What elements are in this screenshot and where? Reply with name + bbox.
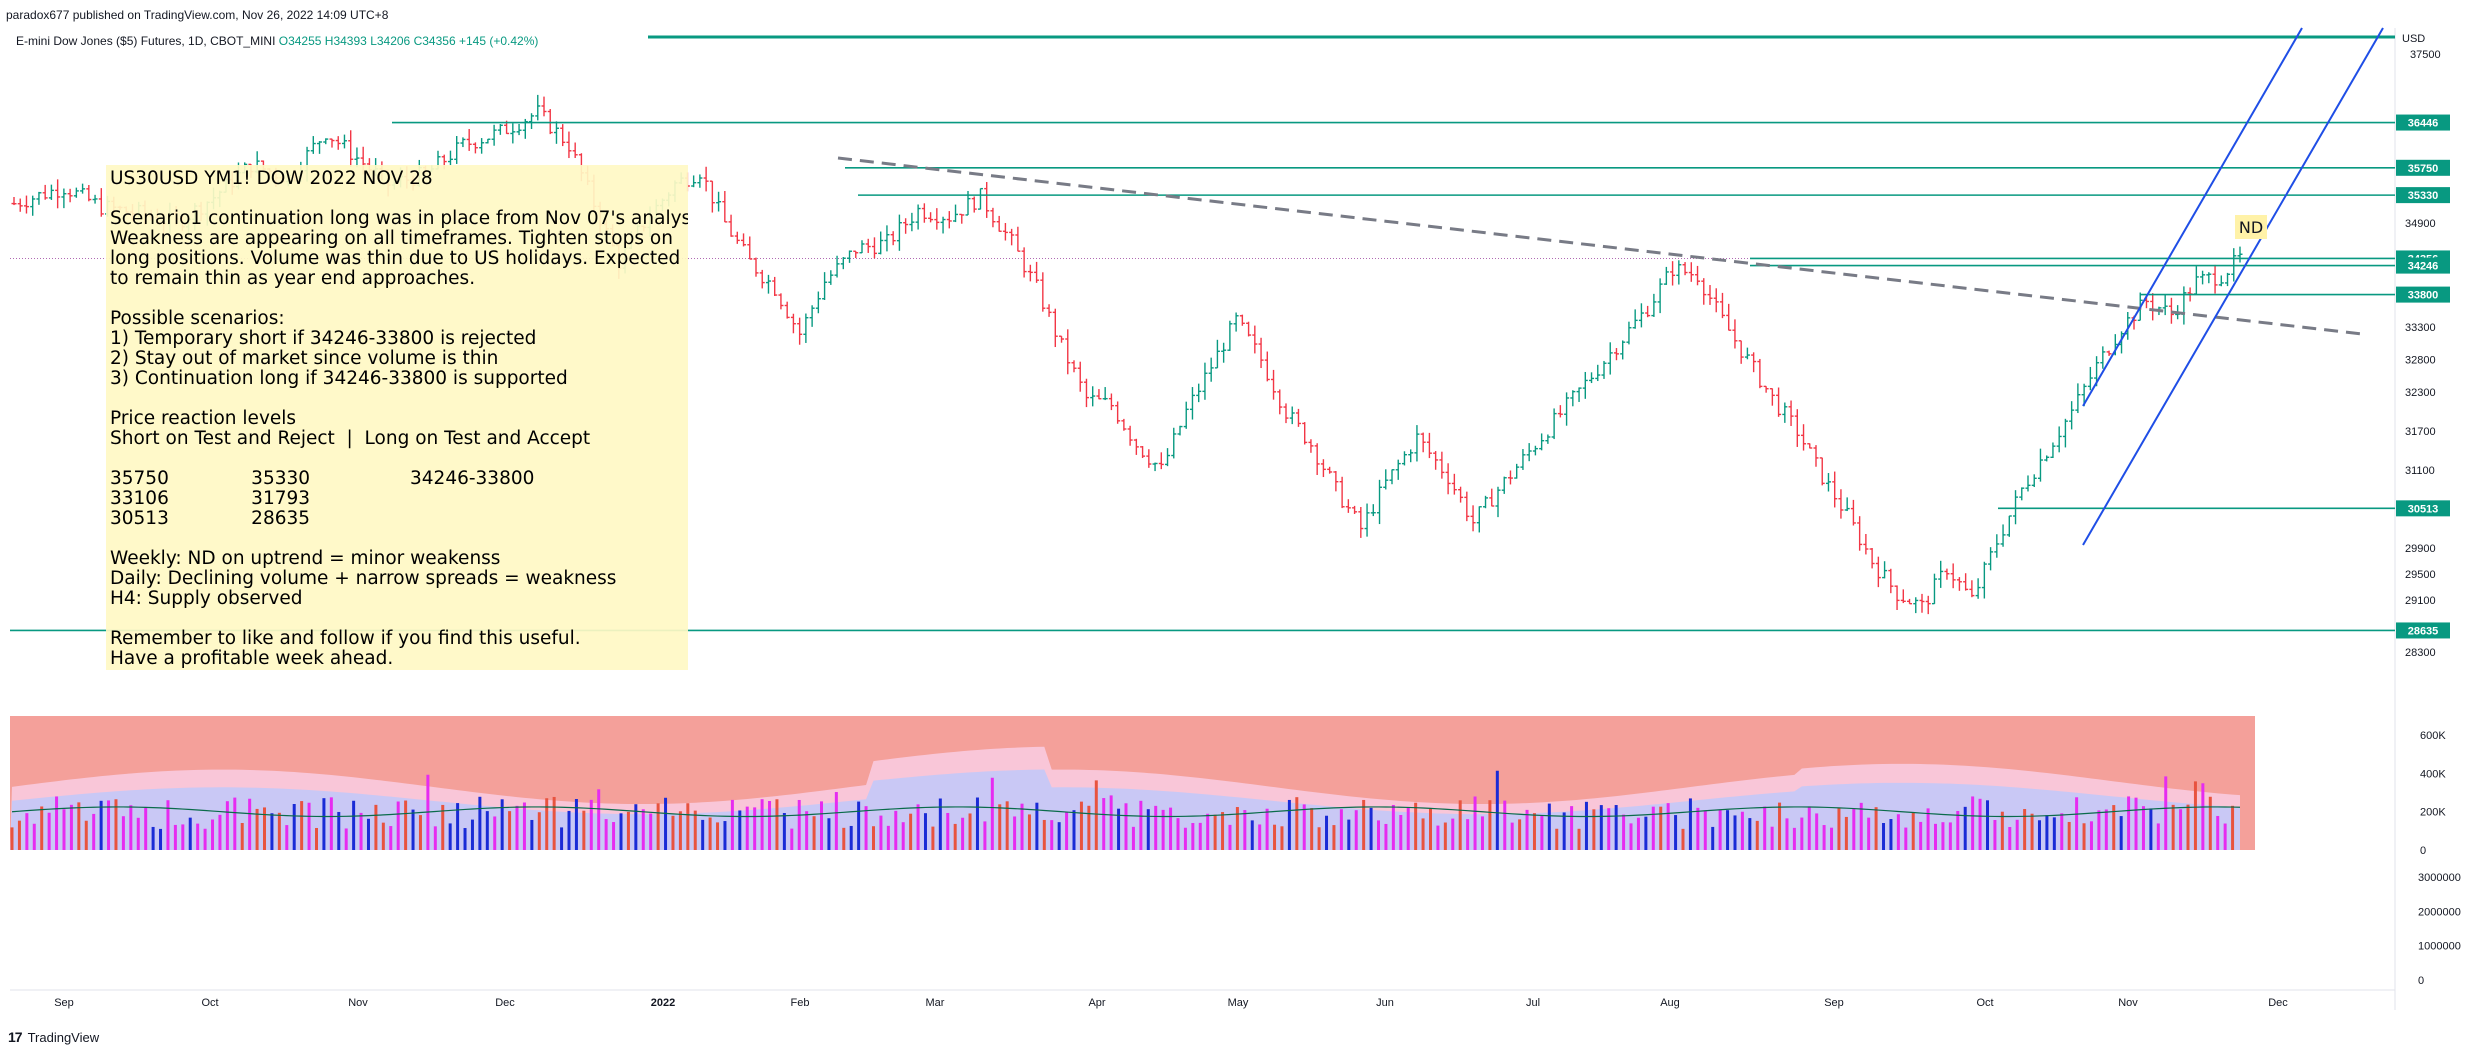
volume-axis-tick: 400K bbox=[2420, 768, 2446, 780]
price-axis-tick: 31100 bbox=[2405, 465, 2435, 477]
time-axis-label: Sep bbox=[1824, 997, 1844, 1009]
price-axis-tick: 33300 bbox=[2405, 322, 2436, 334]
price-axis-currency: USD bbox=[2402, 33, 2425, 45]
note-line: Remember to like and follow if you find … bbox=[110, 628, 581, 649]
ohlc-high: H34393 bbox=[324, 34, 367, 48]
time-axis-label: Mar bbox=[926, 997, 945, 1009]
time-axis-label: Oct bbox=[201, 997, 218, 1009]
time-axis-label: Nov bbox=[348, 997, 368, 1009]
level-tag-33800 bbox=[2396, 286, 2450, 303]
note-line: Short on Test and Reject | Long on Test … bbox=[110, 428, 591, 449]
note-line: 1) Temporary short if 34246-33800 is rej… bbox=[110, 328, 537, 349]
note-line bbox=[110, 529, 688, 549]
note-line: Price reaction levels bbox=[110, 408, 297, 429]
price-axis-tick: 37500 bbox=[2410, 49, 2441, 61]
note-line: Weakness are appearing on all timeframes… bbox=[110, 228, 673, 249]
tradingview-logo-icon: 17 bbox=[8, 1029, 23, 1045]
level-tag-text-34246: 34246 bbox=[2408, 261, 2439, 273]
ohlc-open: O34255 bbox=[278, 34, 322, 48]
time-axis-label: Dec bbox=[2268, 997, 2288, 1009]
note-line: 35750 35330 34246-33800 bbox=[110, 468, 535, 489]
note-line bbox=[110, 449, 688, 469]
level-tag-34246 bbox=[2396, 257, 2450, 274]
note-line: Have a profitable week ahead. bbox=[110, 648, 394, 669]
note-line: Weekly: ND on uptrend = minor weakenss bbox=[110, 548, 501, 569]
time-axis-label: 2022 bbox=[651, 997, 675, 1009]
price-axis-tick: 29100 bbox=[2405, 595, 2436, 607]
note-line bbox=[110, 289, 688, 309]
channel-line-upper bbox=[2082, 27, 2303, 407]
note-line bbox=[110, 609, 688, 629]
time-axis-label: Dec bbox=[495, 997, 515, 1009]
volume-axis-tick: 200K bbox=[2420, 807, 2446, 819]
note-line: 30513 28635 bbox=[110, 508, 311, 529]
note-line: H4: Supply observed bbox=[110, 588, 303, 609]
nd-label-bg bbox=[2235, 215, 2267, 239]
note-line: to remain thin as year end approaches. bbox=[110, 268, 476, 289]
ohlc-close: C34356 bbox=[413, 34, 456, 48]
analysis-note[interactable]: US30USD YM1! DOW 2022 NOV 28 Scenario1 co… bbox=[106, 165, 688, 670]
note-title: US30USD YM1! DOW 2022 NOV 28 bbox=[110, 168, 433, 189]
price-axis-tick: 29500 bbox=[2405, 569, 2436, 581]
time-axis-label: Feb bbox=[791, 997, 810, 1009]
footer-branding: 17 TradingView bbox=[8, 1029, 99, 1045]
price-axis-tick: 32300 bbox=[2405, 387, 2436, 399]
time-axis-label: Apr bbox=[1088, 997, 1105, 1009]
level-tag-text-35750: 35750 bbox=[2408, 163, 2439, 175]
note-line bbox=[110, 389, 688, 409]
note-line: Scenario1 continuation long was in place… bbox=[110, 208, 688, 229]
time-axis-label: Jun bbox=[1376, 997, 1394, 1009]
volume-axis-tick: 0 bbox=[2420, 845, 2426, 857]
brand-label: TradingView bbox=[27, 1029, 100, 1045]
note-line: Daily: Declining volume + narrow spreads… bbox=[110, 568, 617, 589]
lower-axis-tick: 3000000 bbox=[2418, 872, 2461, 884]
price-axis-tick: 31700 bbox=[2405, 426, 2436, 438]
time-axis-label: Aug bbox=[1660, 997, 1680, 1009]
price-axis-tick: 29900 bbox=[2405, 543, 2436, 555]
volume-average-line bbox=[11, 806, 2241, 818]
price-axis-tick: 34900 bbox=[2405, 218, 2436, 230]
lower-axis-tick: 2000000 bbox=[2418, 906, 2461, 918]
ohlc-low: L34206 bbox=[370, 34, 411, 48]
level-tag-text-28635: 28635 bbox=[2408, 625, 2439, 637]
symbol-legend: E-mini Dow Jones ($5) Futures, 1D, CBOT_… bbox=[16, 34, 538, 48]
symbol-name: E-mini Dow Jones ($5) Futures, 1D, CBOT_… bbox=[16, 34, 276, 48]
time-axis-label: Jul bbox=[1526, 997, 1540, 1009]
level-tag-35750 bbox=[2396, 159, 2450, 176]
level-tag-text-36446: 36446 bbox=[2408, 118, 2439, 130]
note-line: 3) Continuation long if 34246-33800 is s… bbox=[110, 368, 568, 389]
level-tag-text-30513: 30513 bbox=[2408, 503, 2439, 515]
level-tag-text-33800: 33800 bbox=[2408, 290, 2439, 302]
note-line: long positions. Volume was thin due to U… bbox=[110, 248, 681, 269]
channel-line-lower bbox=[2082, 27, 2384, 546]
nd-label: ND bbox=[2239, 218, 2263, 237]
time-axis-label: Nov bbox=[2118, 997, 2138, 1009]
time-axis-label: Sep bbox=[54, 997, 74, 1009]
note-line: 2) Stay out of market since volume is th… bbox=[110, 348, 499, 369]
level-tag-28635 bbox=[2396, 622, 2450, 639]
lower-axis-tick: 1000000 bbox=[2418, 941, 2461, 953]
note-line bbox=[110, 189, 688, 209]
price-axis-tick: 32800 bbox=[2405, 355, 2436, 367]
publisher-line: paradox677 published on TradingView.com,… bbox=[6, 8, 389, 22]
volume-axis-tick: 600K bbox=[2420, 730, 2446, 742]
level-tag-36446 bbox=[2396, 114, 2450, 131]
level-tag-30513 bbox=[2396, 500, 2450, 517]
lower-axis-tick: 0 bbox=[2418, 975, 2424, 987]
time-axis-label: May bbox=[1228, 997, 1249, 1009]
level-tag-text-35330: 35330 bbox=[2408, 190, 2439, 202]
note-line: Possible scenarios: bbox=[110, 308, 285, 329]
level-tag-35330 bbox=[2396, 187, 2450, 204]
trendline-dashed bbox=[837, 156, 2363, 336]
time-axis-label: Oct bbox=[1976, 997, 1993, 1009]
note-line: 33106 31793 bbox=[110, 488, 311, 509]
price-axis-tick: 28300 bbox=[2405, 647, 2436, 659]
price-change: +145 (+0.42%) bbox=[458, 34, 539, 48]
